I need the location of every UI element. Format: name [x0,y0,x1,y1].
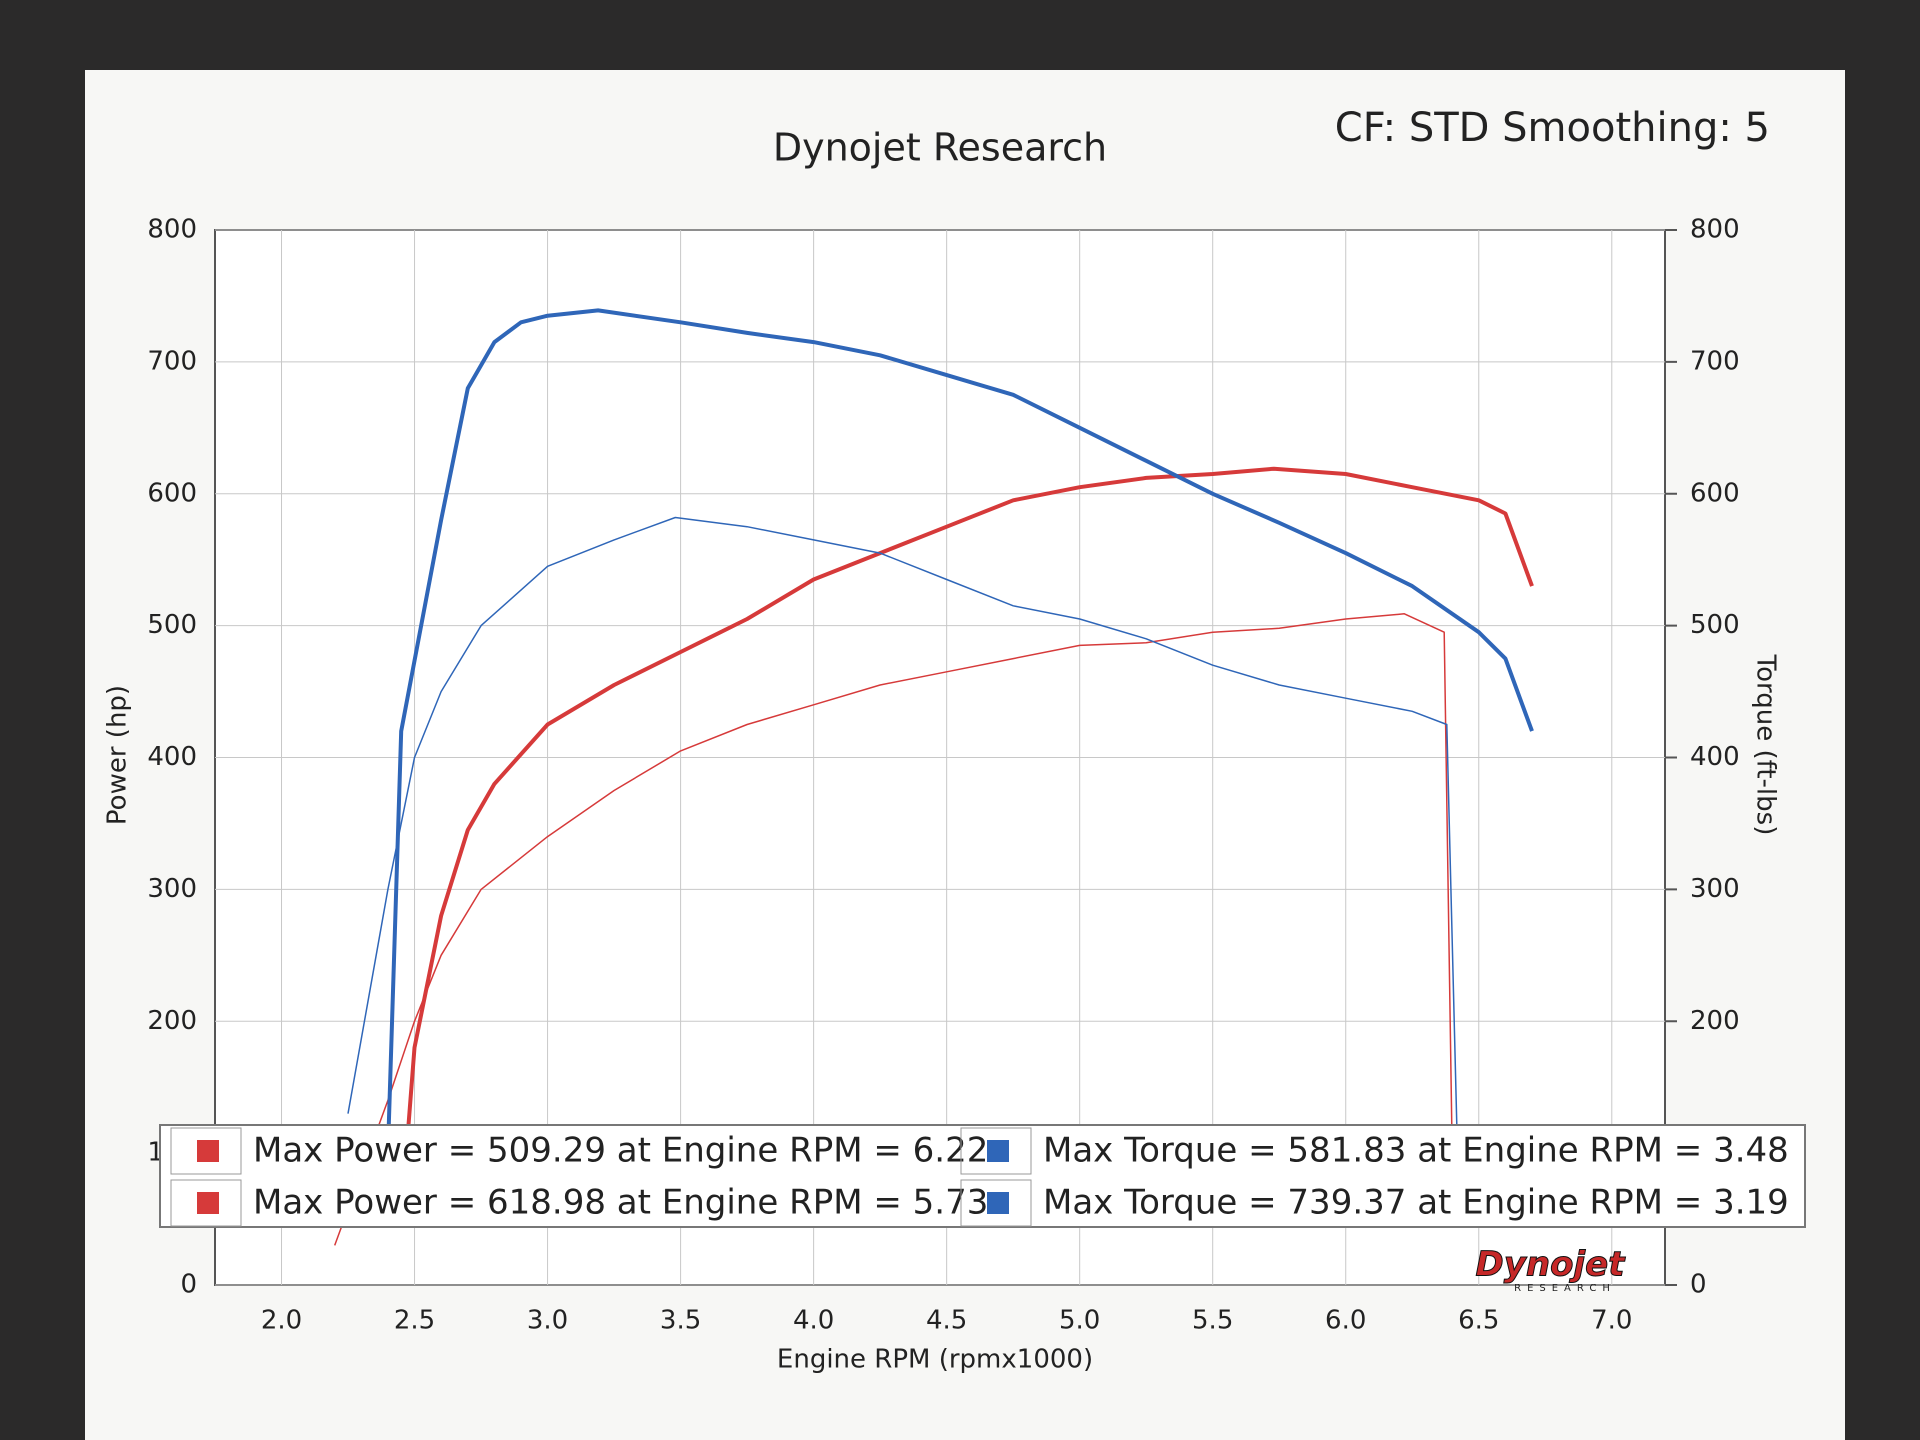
series-line [399,466,1534,1220]
y2-tick-label: 500 [1690,610,1740,640]
y2-tick-label: 200 [1690,1006,1740,1036]
y2-tick-label: 800 [1690,215,1740,245]
series-line [333,613,1453,1246]
y2-axis-label: Torque (ft-lbs) [1751,654,1781,836]
x-tick-label: 6.0 [1325,1306,1366,1336]
legend-box [159,1124,1806,1228]
logo: Dynojet [1476,1245,1627,1285]
series-line [347,516,1459,1154]
logo-sub: RESEARCH [1514,1283,1616,1294]
x-tick-label: 7.0 [1591,1306,1632,1336]
x-tick-label: 3.0 [527,1306,568,1336]
legend-swatch-frame [170,1127,242,1175]
y-axis-label: Power (hp) [103,685,133,825]
x-tick-label: 5.5 [1192,1306,1233,1336]
legend-swatch [987,1192,1009,1214]
x-tick-label: 2.0 [261,1306,302,1336]
legend-swatch-frame [170,1179,242,1227]
y-tick-label: 500 [147,610,197,640]
y2-tick-label: 600 [1690,478,1740,508]
y-tick-label: 300 [147,874,197,904]
legend-label: Max Power = 509.29 at Engine RPM = 6.22 [253,1131,988,1171]
x-tick-label: 4.5 [926,1306,967,1336]
x-tick-label: 5.0 [1059,1306,1100,1336]
y2-tick-label: 400 [1690,742,1740,772]
legend-label: Max Power = 618.98 at Engine RPM = 5.73 [253,1183,988,1223]
y2-tick-label: 700 [1690,346,1740,376]
x-tick-label: 3.5 [660,1306,701,1336]
y-tick-label: 200 [147,1006,197,1036]
chart-title: Dynojet Research [773,126,1107,170]
legend-label: Max Torque = 581.83 at Engine RPM = 3.48 [1043,1131,1789,1171]
y-tick-label: 700 [147,346,197,376]
y-tick-label: 600 [147,478,197,508]
y2-tick-label: 0 [1690,1270,1707,1300]
legend-swatch [197,1192,219,1214]
legend-swatch-frame [960,1127,1032,1175]
y-tick-label: 800 [147,215,197,245]
x-axis-label: Engine RPM (rpmx1000) [777,1345,1093,1375]
x-tick-label: 6.5 [1458,1306,1499,1336]
legend-swatch-frame [960,1179,1032,1227]
x-tick-label: 2.5 [394,1306,435,1336]
x-tick-label: 4.0 [793,1306,834,1336]
legend-swatch [197,1140,219,1162]
legend-label: Max Torque = 739.37 at Engine RPM = 3.19 [1043,1183,1789,1223]
legend-swatch [987,1140,1009,1162]
y-tick-label: 0 [180,1270,197,1300]
chart-subtitle: CF: STD Smoothing: 5 [1335,105,1770,151]
series-line [385,308,1534,1154]
y2-tick-label: 300 [1690,874,1740,904]
y-tick-label: 400 [147,742,197,772]
